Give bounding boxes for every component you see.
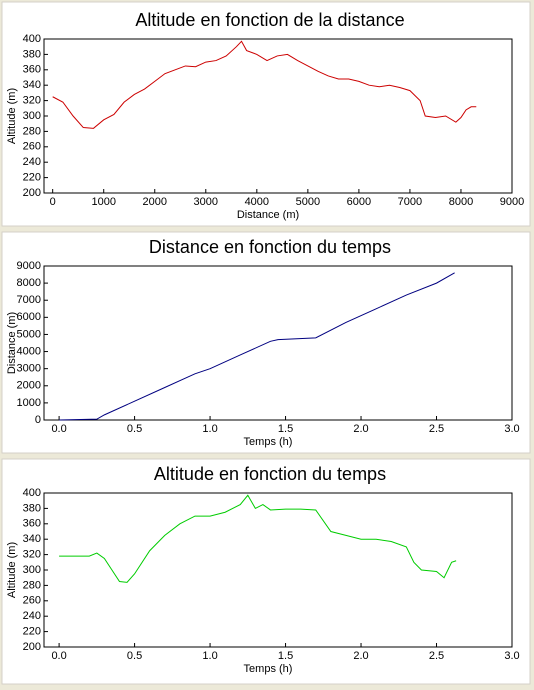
panel	[1, 1, 531, 227]
x-tick-label: 0.0	[51, 423, 66, 435]
panel	[1, 231, 531, 454]
y-tick-label: 8000	[17, 277, 41, 289]
data-line	[52, 40, 477, 129]
y-tick-label: 200	[23, 641, 41, 653]
y-axis-label: Altitude (m)	[6, 88, 18, 144]
x-tick-label: 2.0	[353, 423, 368, 435]
chart-title: Altitude en fonction de la distance	[135, 10, 404, 30]
x-tick-label: 0	[50, 196, 56, 208]
plot-frame	[43, 38, 513, 194]
y-tick-label: 300	[23, 110, 41, 122]
y-tick-label: 260	[23, 141, 41, 153]
x-tick-label: 4000	[245, 196, 269, 208]
x-tick-label: 3000	[194, 196, 218, 208]
x-tick-label: 2.0	[353, 650, 368, 662]
x-tick-label: 3.0	[504, 650, 519, 662]
plot-frame	[43, 265, 513, 421]
x-tick-label: 1.5	[278, 423, 293, 435]
x-axis-label: Distance (m)	[237, 209, 299, 221]
y-tick-label: 400	[23, 33, 41, 45]
x-tick-label: 3.0	[504, 423, 519, 435]
y-tick-label: 360	[23, 518, 41, 530]
x-tick-label: 8000	[449, 196, 473, 208]
y-tick-label: 340	[23, 533, 41, 545]
y-axis-label: Distance (m)	[6, 312, 18, 374]
x-tick-label: 5000	[296, 196, 320, 208]
y-tick-label: 320	[23, 95, 41, 107]
plot-frame	[43, 492, 513, 648]
y-tick-label: 220	[23, 172, 41, 184]
chart-title: Distance en fonction du temps	[149, 237, 391, 257]
data-line	[59, 272, 455, 421]
y-tick-label: 3000	[17, 363, 41, 375]
x-tick-label: 0.0	[51, 650, 66, 662]
x-tick-label: 1000	[91, 196, 115, 208]
x-tick-label: 2000	[143, 196, 167, 208]
y-tick-label: 340	[23, 79, 41, 91]
y-tick-label: 400	[23, 487, 41, 499]
y-tick-label: 200	[23, 187, 41, 199]
chart-title: Altitude en fonction du temps	[154, 464, 386, 484]
y-tick-label: 7000	[17, 294, 41, 306]
y-tick-label: 5000	[17, 328, 41, 340]
y-tick-label: 300	[23, 564, 41, 576]
y-tick-label: 360	[23, 64, 41, 76]
y-tick-label: 280	[23, 579, 41, 591]
x-tick-label: 0.5	[127, 423, 142, 435]
x-tick-label: 2.5	[429, 423, 444, 435]
y-tick-label: 260	[23, 595, 41, 607]
x-axis-label: Temps (h)	[244, 436, 293, 448]
x-tick-label: 1.0	[202, 423, 217, 435]
y-tick-label: 380	[23, 48, 41, 60]
y-tick-label: 280	[23, 125, 41, 137]
y-tick-label: 2000	[17, 380, 41, 392]
data-line	[59, 494, 457, 583]
x-tick-label: 0.5	[127, 650, 142, 662]
y-tick-label: 4000	[17, 345, 41, 357]
y-tick-label: 320	[23, 549, 41, 561]
y-tick-label: 240	[23, 610, 41, 622]
x-tick-label: 2.5	[429, 650, 444, 662]
x-tick-label: 1.5	[278, 650, 293, 662]
y-tick-label: 0	[35, 414, 41, 426]
x-axis-label: Temps (h)	[244, 663, 293, 675]
x-tick-label: 6000	[347, 196, 371, 208]
y-axis-label: Altitude (m)	[6, 542, 18, 598]
y-tick-label: 220	[23, 626, 41, 638]
y-tick-label: 9000	[17, 260, 41, 272]
x-tick-label: 7000	[398, 196, 422, 208]
y-tick-label: 1000	[17, 397, 41, 409]
y-tick-label: 380	[23, 502, 41, 514]
x-tick-label: 9000	[500, 196, 524, 208]
y-tick-label: 240	[23, 156, 41, 168]
y-tick-label: 6000	[17, 311, 41, 323]
x-tick-label: 1.0	[202, 650, 217, 662]
